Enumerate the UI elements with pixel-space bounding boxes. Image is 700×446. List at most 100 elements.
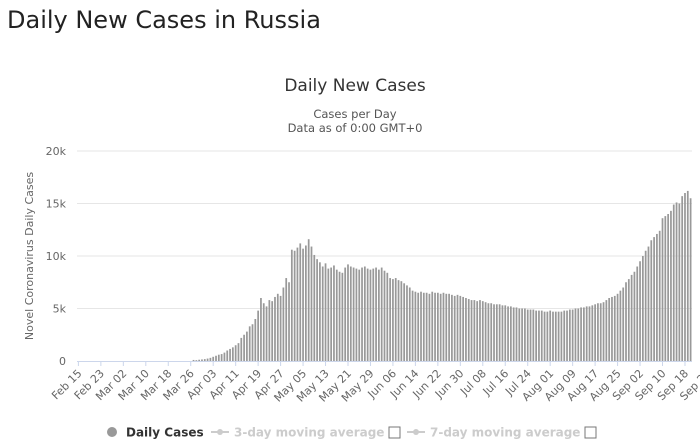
bar[interactable] [203,359,206,361]
bar[interactable] [296,247,299,361]
bar[interactable] [641,256,644,361]
bar[interactable] [361,267,363,361]
bar[interactable] [476,301,479,361]
bar[interactable] [439,293,442,361]
bar[interactable] [448,293,450,361]
bar[interactable] [215,355,217,361]
bar[interactable] [369,269,372,361]
bar[interactable] [335,269,338,361]
bar[interactable] [321,266,324,362]
bar[interactable] [473,300,476,361]
bar[interactable] [568,309,571,361]
bar[interactable] [467,299,470,361]
bar[interactable] [428,293,431,361]
bar[interactable] [557,311,560,361]
bar[interactable] [664,216,667,361]
bar[interactable] [358,269,361,361]
bar[interactable] [661,218,664,361]
bar[interactable] [588,306,591,361]
bar[interactable] [411,290,414,361]
bar[interactable] [495,304,498,361]
bar[interactable] [521,308,523,362]
bar[interactable] [656,233,658,361]
bar[interactable] [229,348,231,361]
bar[interactable] [549,310,552,361]
bar[interactable] [237,343,240,361]
bar[interactable] [619,290,622,361]
bar[interactable] [201,359,203,361]
bar[interactable] [420,291,422,361]
bar[interactable] [543,311,546,361]
bar[interactable] [583,307,585,361]
bar[interactable] [493,304,495,361]
bar[interactable] [434,292,436,361]
bar[interactable] [625,282,627,361]
bar[interactable] [479,300,481,361]
bar[interactable] [341,272,344,361]
bar[interactable] [540,310,543,361]
bar[interactable] [349,266,352,362]
bar[interactable] [206,358,209,361]
bar[interactable] [330,267,333,361]
bar[interactable] [484,302,487,361]
bar[interactable] [363,266,366,362]
bar[interactable] [414,291,417,361]
bar[interactable] [375,267,377,361]
bar[interactable] [299,243,302,361]
bar[interactable] [636,266,639,362]
bar[interactable] [394,278,397,361]
bar[interactable] [262,303,265,361]
bar[interactable] [422,292,425,361]
bar[interactable] [465,298,467,361]
bar[interactable] [524,308,526,362]
bar[interactable] [451,294,453,361]
bar[interactable] [481,301,484,361]
bar[interactable] [678,203,681,362]
bar[interactable] [372,268,375,361]
bar[interactable] [658,230,661,361]
bar[interactable] [554,311,557,361]
bar[interactable] [212,356,215,361]
bar[interactable] [526,309,529,361]
bar[interactable] [366,268,369,361]
bar[interactable] [453,295,456,361]
bar[interactable] [667,214,669,361]
bar[interactable] [243,334,245,361]
bar[interactable] [397,280,400,361]
bar[interactable] [217,354,220,361]
bar[interactable] [392,279,394,361]
bar[interactable] [316,259,318,361]
bar[interactable] [580,307,582,361]
bar[interactable] [271,301,274,361]
bar[interactable] [498,304,501,361]
bar[interactable] [310,246,313,361]
bar[interactable] [577,308,580,362]
bar[interactable] [546,311,549,361]
bar[interactable] [293,250,296,361]
bar[interactable] [622,287,625,362]
bar[interactable] [324,263,327,361]
bar[interactable] [282,287,285,362]
bar[interactable] [246,331,248,361]
bar[interactable] [566,310,568,361]
bar[interactable] [504,305,507,361]
bar[interactable] [591,305,594,361]
bar[interactable] [510,306,512,361]
bar[interactable] [639,261,641,361]
bar[interactable] [518,308,521,362]
bar[interactable] [327,268,330,361]
bar[interactable] [240,337,243,361]
bar[interactable] [630,274,633,361]
bar[interactable] [425,292,428,361]
bar[interactable] [552,311,554,361]
bar[interactable] [248,326,251,361]
bar[interactable] [305,245,307,362]
bar[interactable] [333,265,335,361]
bar[interactable] [279,295,282,361]
bar[interactable] [254,319,257,361]
bar[interactable] [594,304,596,361]
bar[interactable] [302,248,304,361]
bar[interactable] [257,310,259,361]
bar[interactable] [220,354,223,361]
bar[interactable] [616,293,619,361]
